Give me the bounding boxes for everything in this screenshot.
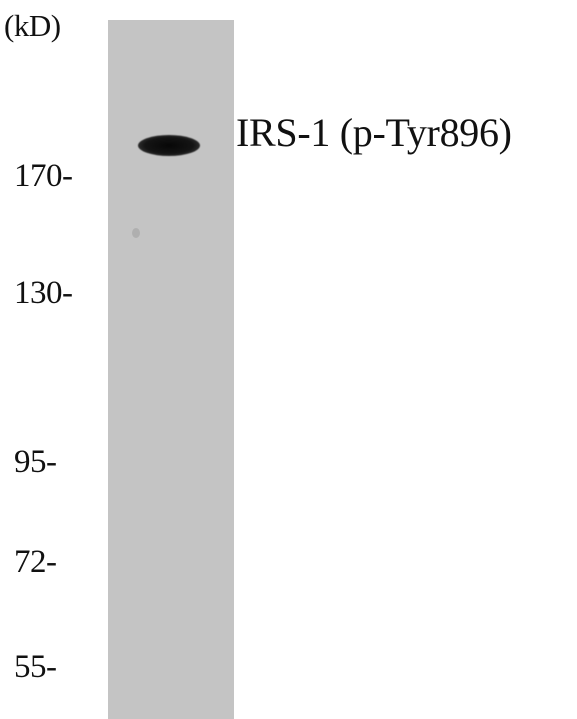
band-label: IRS-1 (p-Tyr896) bbox=[236, 113, 512, 153]
marker-72: 72- bbox=[14, 546, 57, 579]
protein-band bbox=[138, 135, 200, 156]
gel-lane bbox=[108, 20, 234, 719]
marker-170: 170- bbox=[14, 160, 73, 193]
marker-130: 130- bbox=[14, 277, 73, 310]
marker-95: 95- bbox=[14, 446, 57, 479]
marker-55: 55- bbox=[14, 651, 57, 684]
molecular-weight-unit-label: (kD) bbox=[4, 10, 61, 41]
lane-artifact bbox=[132, 228, 140, 238]
